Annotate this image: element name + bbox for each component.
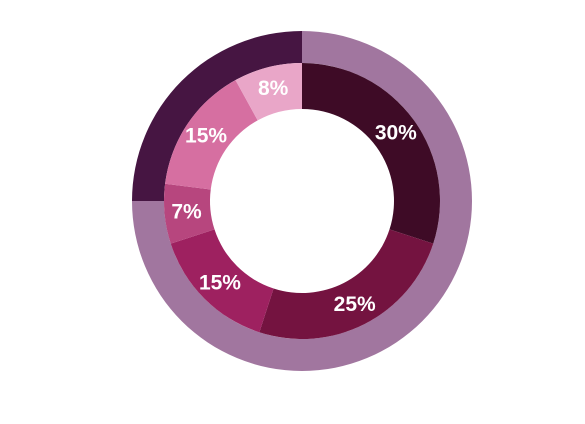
inner-ring-slice-1 (302, 63, 440, 244)
slice-label-6: 8% (258, 77, 289, 100)
slice-label-3: 15% (199, 272, 241, 295)
inner-ring-slice-5 (165, 80, 258, 190)
slice-labels: 30% 25% 15% 7% 15% 8% (171, 77, 417, 316)
slice-label-5: 15% (185, 124, 227, 147)
inner-ring-slice-6 (235, 63, 302, 121)
inner-ring-slice-4 (164, 183, 215, 244)
inner-ring-slice-2 (259, 229, 434, 339)
outer-ring (132, 31, 472, 371)
slice-label-4: 7% (171, 200, 202, 223)
slice-label-1: 30% (375, 121, 417, 144)
inner-ring (164, 63, 440, 339)
slice-label-2: 25% (334, 293, 376, 316)
outer-ring-slice-2 (132, 31, 302, 201)
inner-ring-slice-3 (170, 229, 274, 333)
